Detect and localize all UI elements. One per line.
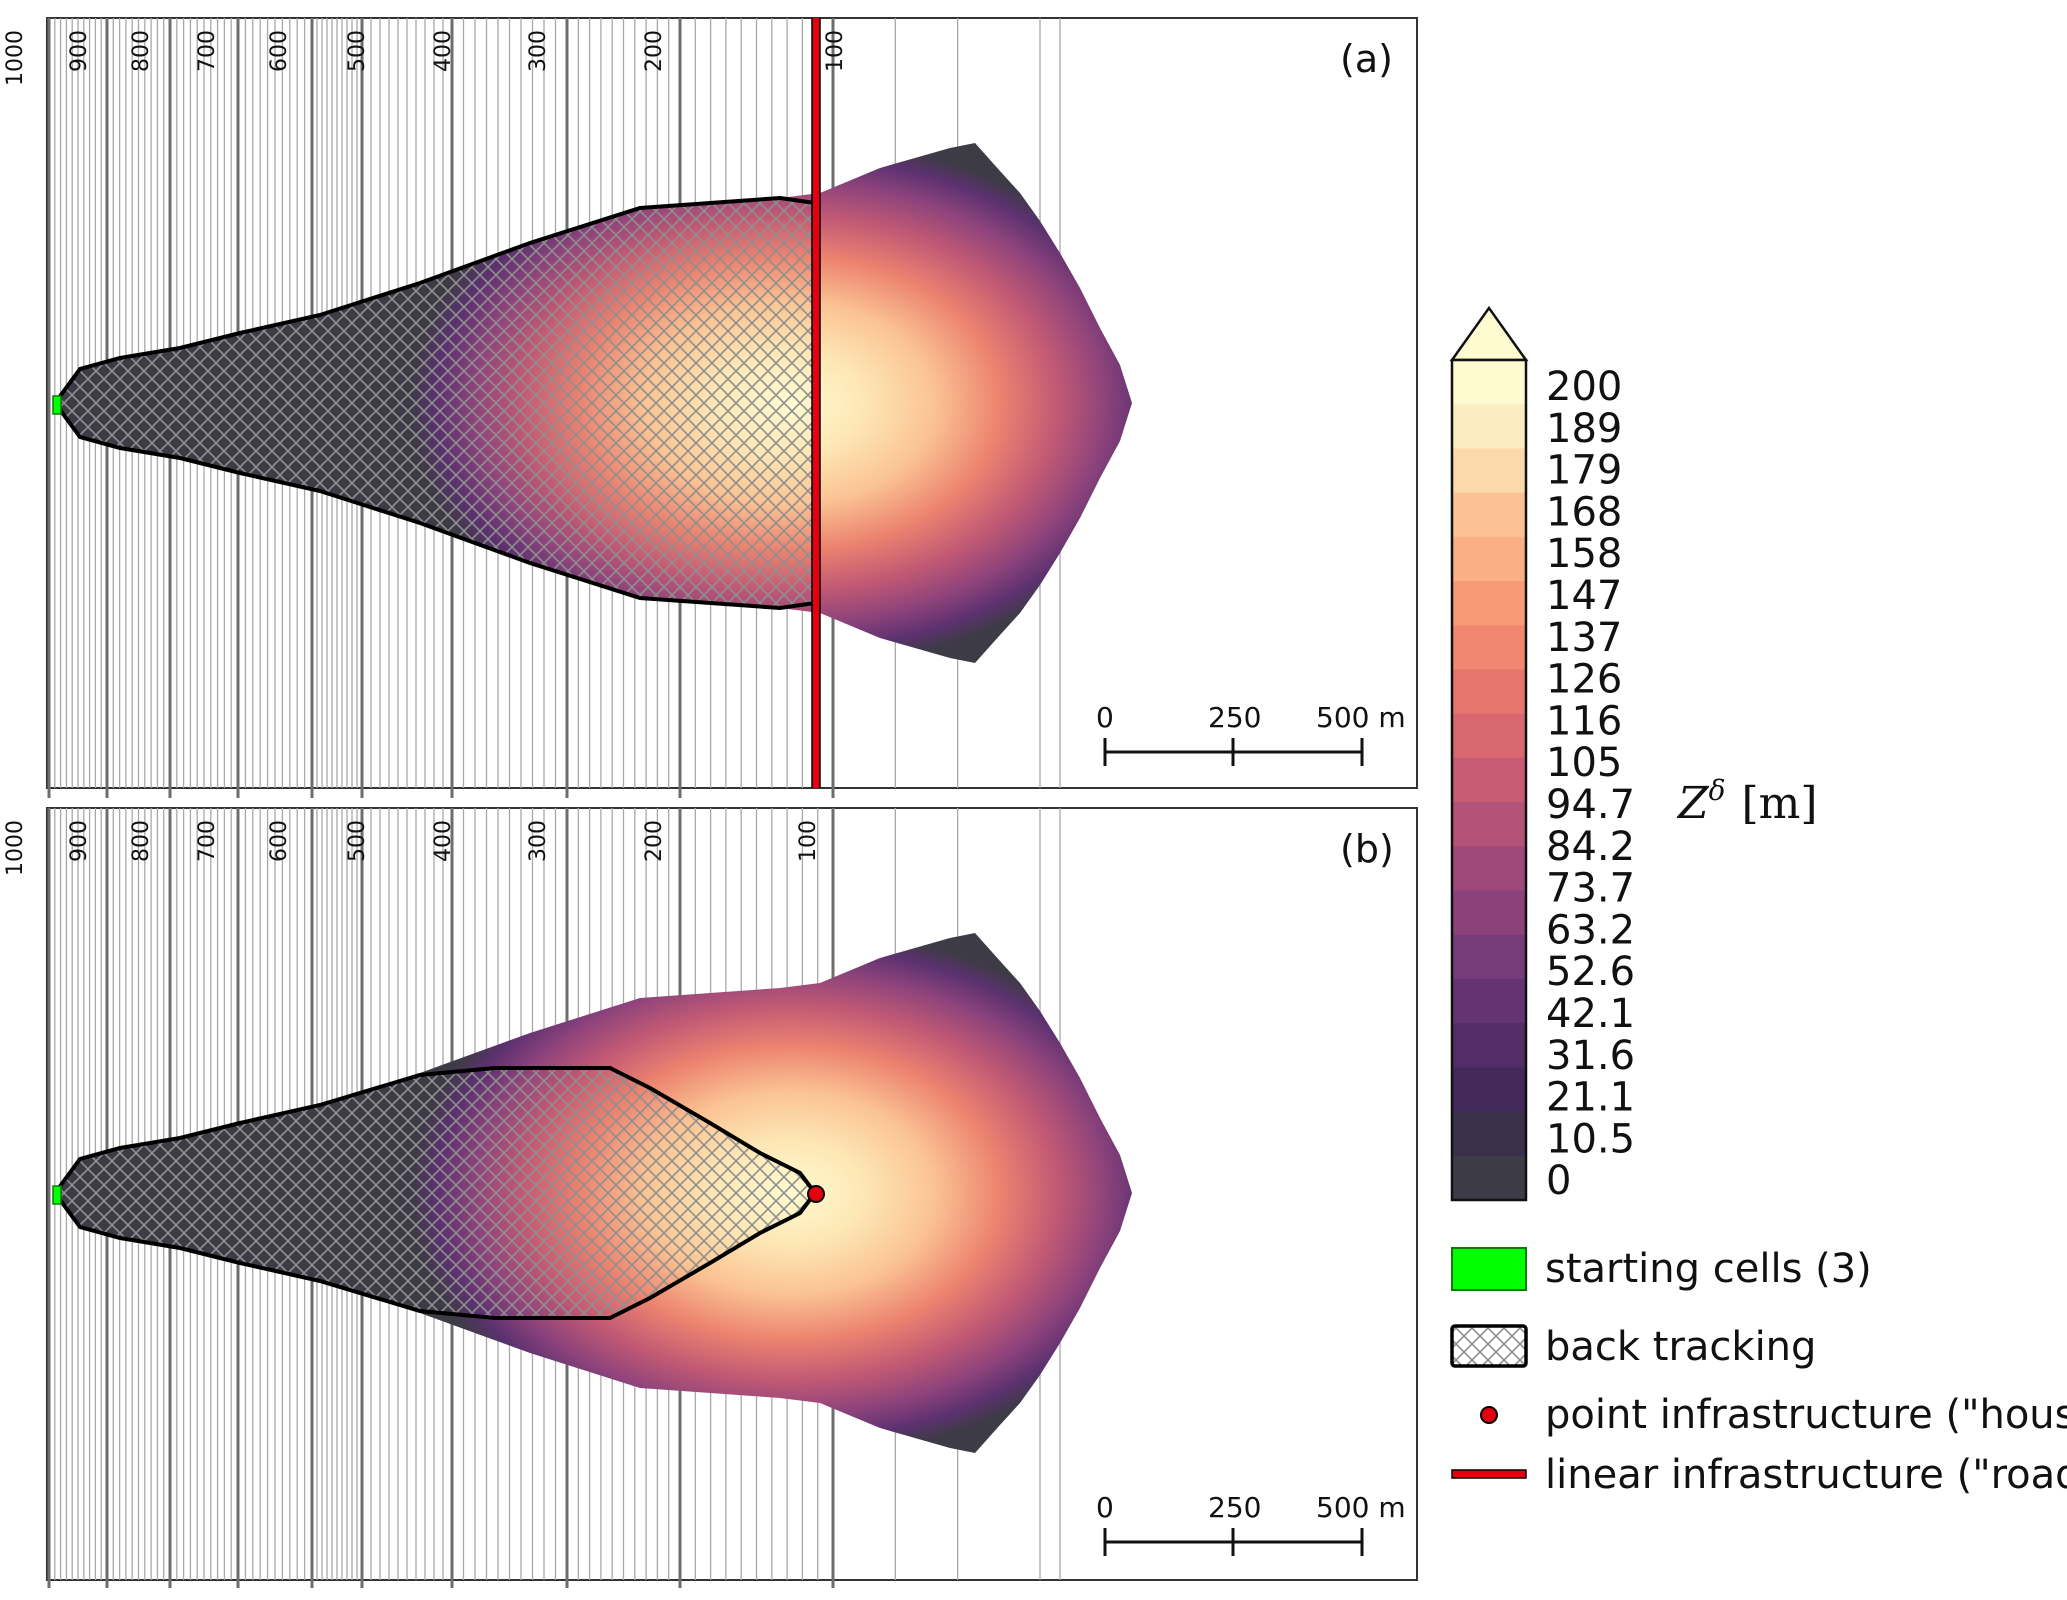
starting-cells-swatch (1451, 1247, 1527, 1291)
back-tracking-swatch (1450, 1324, 1528, 1368)
a-contour-label: 200 (642, 30, 667, 72)
colorbar-tick-label: 21.1 (1546, 1075, 1635, 1121)
colorbar-tick-label: 158 (1546, 531, 1622, 577)
panel-b-start-cells (52, 1185, 62, 1205)
colorbar-tick-label: 147 (1546, 573, 1622, 619)
colorbar-cell (1452, 978, 1526, 1024)
panel-a-label: (a) (1340, 37, 1393, 81)
colorbar-tick-label: 63.2 (1546, 907, 1635, 953)
colorbar-cell (1452, 581, 1526, 626)
b-contour-label: 500 (345, 820, 370, 862)
panel-a-contour-labels: 1000 900 800 700 600 500 400 300 200 100 (3, 30, 848, 86)
colorbar-tick-label: 42.1 (1546, 991, 1635, 1037)
b-contour-label: 900 (67, 820, 92, 862)
colorbar-tick-label: 168 (1546, 489, 1622, 535)
colorbar-cell (1452, 669, 1526, 715)
colorbar-cell (1452, 625, 1526, 671)
colorbar-tick-label: 10.5 (1546, 1116, 1635, 1162)
a-contour-label: 700 (195, 30, 220, 72)
colorbar-cell (1452, 757, 1526, 803)
colorbar-tick-label: 189 (1546, 406, 1622, 452)
colorbar-tick-label: 52.6 (1546, 949, 1635, 995)
colorbar-extend-arrow (1449, 305, 1529, 362)
a-contour-label: 800 (129, 30, 154, 72)
b-contour-label: 1000 (3, 820, 28, 876)
scalebar-b-tick-500: 500 m (1316, 1491, 1406, 1524)
colorbar-cell (1452, 713, 1526, 759)
panel-b-contour-labels: 1000 900 800 700 600 500 400 300 200 100 (3, 820, 821, 876)
colorbar-cell (1452, 1155, 1526, 1201)
linear-infrastructure-label: linear infrastructure ("road") (1545, 1452, 2067, 1498)
colorbar-tick-label: 137 (1546, 615, 1622, 661)
panel-b-label: (b) (1340, 827, 1394, 871)
colorbar-cell (1452, 1111, 1526, 1157)
colorbar-tick-label: 84.2 (1546, 824, 1635, 870)
colorbar-title: Zδ [m] (1676, 774, 1818, 829)
scalebar-a-tick-500: 500 m (1316, 701, 1406, 734)
panel-b: 1000 900 800 700 600 500 400 300 200 100 (b) 0 25… (3, 806, 1418, 1590)
colorbar-cell (1452, 448, 1526, 494)
starting-cells-label: starting cells (3) (1545, 1246, 1872, 1292)
legend-item-point-infrastructure: point infrastructure ("house") (1480, 1392, 2067, 1438)
colorbar-tick-label: 179 (1546, 448, 1622, 494)
colorbar-tick-label: 116 (1546, 698, 1622, 744)
scalebar-a-tick-250: 250 (1208, 701, 1261, 734)
back-tracking-label: back tracking (1545, 1324, 1816, 1370)
a-contour-label: 1000 (3, 30, 28, 86)
colorbar-cell (1452, 1067, 1526, 1113)
legend-item-linear-infrastructure: linear infrastructure ("road") (1451, 1452, 2067, 1498)
colorbar-frame (1450, 358, 1528, 1202)
colorbar-tick-label: 31.6 (1546, 1033, 1635, 1079)
a-contour-label: 600 (267, 30, 292, 72)
a-contour-label: 500 (345, 30, 370, 72)
colorbar-cell (1452, 846, 1526, 892)
scalebar-b-tick-250: 250 (1208, 1491, 1261, 1524)
colorbar-cell (1452, 802, 1526, 847)
scalebar-b-tick-0: 0 (1096, 1491, 1114, 1524)
colorbar-tick-label: 200 (1546, 364, 1622, 410)
colorbar-tick-label: 105 (1546, 740, 1622, 786)
legend-item-starting-cells: starting cells (3) (1451, 1246, 1872, 1292)
colorbar: 20018917916815814713712611610594.784.273… (1449, 305, 1818, 1204)
colorbar-tick-label: 73.7 (1546, 866, 1635, 912)
house-point-icon (1480, 1406, 1498, 1424)
legend-item-back-tracking: back tracking (1450, 1324, 1816, 1370)
colorbar-cell (1452, 492, 1526, 538)
b-contour-label: 300 (526, 820, 551, 862)
colorbar-tick-label: 0 (1546, 1158, 1571, 1204)
panel-a: 1000 900 800 700 600 500 400 300 200 100 (a) 0 25… (3, 16, 1418, 800)
b-contour-label: 100 (796, 820, 821, 862)
colorbar-cell (1452, 1023, 1526, 1068)
b-contour-label: 700 (195, 820, 220, 862)
colorbar-cells (1452, 360, 1526, 1201)
legend: starting cells (3) back tracking point i… (1450, 1246, 2067, 1498)
colorbar-cell (1452, 536, 1526, 582)
a-contour-label: 400 (431, 30, 456, 72)
a-contour-label: 100 (823, 30, 848, 72)
colorbar-cell (1452, 404, 1526, 450)
b-contour-label: 800 (129, 820, 154, 862)
colorbar-tick-label: 94.7 (1546, 782, 1635, 828)
b-contour-label: 400 (431, 820, 456, 862)
scalebar-a-tick-0: 0 (1096, 701, 1114, 734)
b-contour-label: 200 (642, 820, 667, 862)
colorbar-tick-label: 126 (1546, 657, 1622, 703)
colorbar-tick-labels: 20018917916815814713712611610594.784.273… (1546, 364, 1635, 1204)
point-infrastructure-label: point infrastructure ("house") (1545, 1392, 2067, 1438)
b-contour-label: 600 (267, 820, 292, 862)
a-contour-label: 900 (67, 30, 92, 72)
colorbar-cell (1452, 934, 1526, 980)
a-contour-label: 300 (526, 30, 551, 72)
house-point (807, 1185, 825, 1203)
road-line-icon (1451, 1469, 1527, 1479)
colorbar-cell (1452, 890, 1526, 936)
panel-a-start-cells (52, 395, 62, 415)
colorbar-cell (1452, 360, 1526, 405)
